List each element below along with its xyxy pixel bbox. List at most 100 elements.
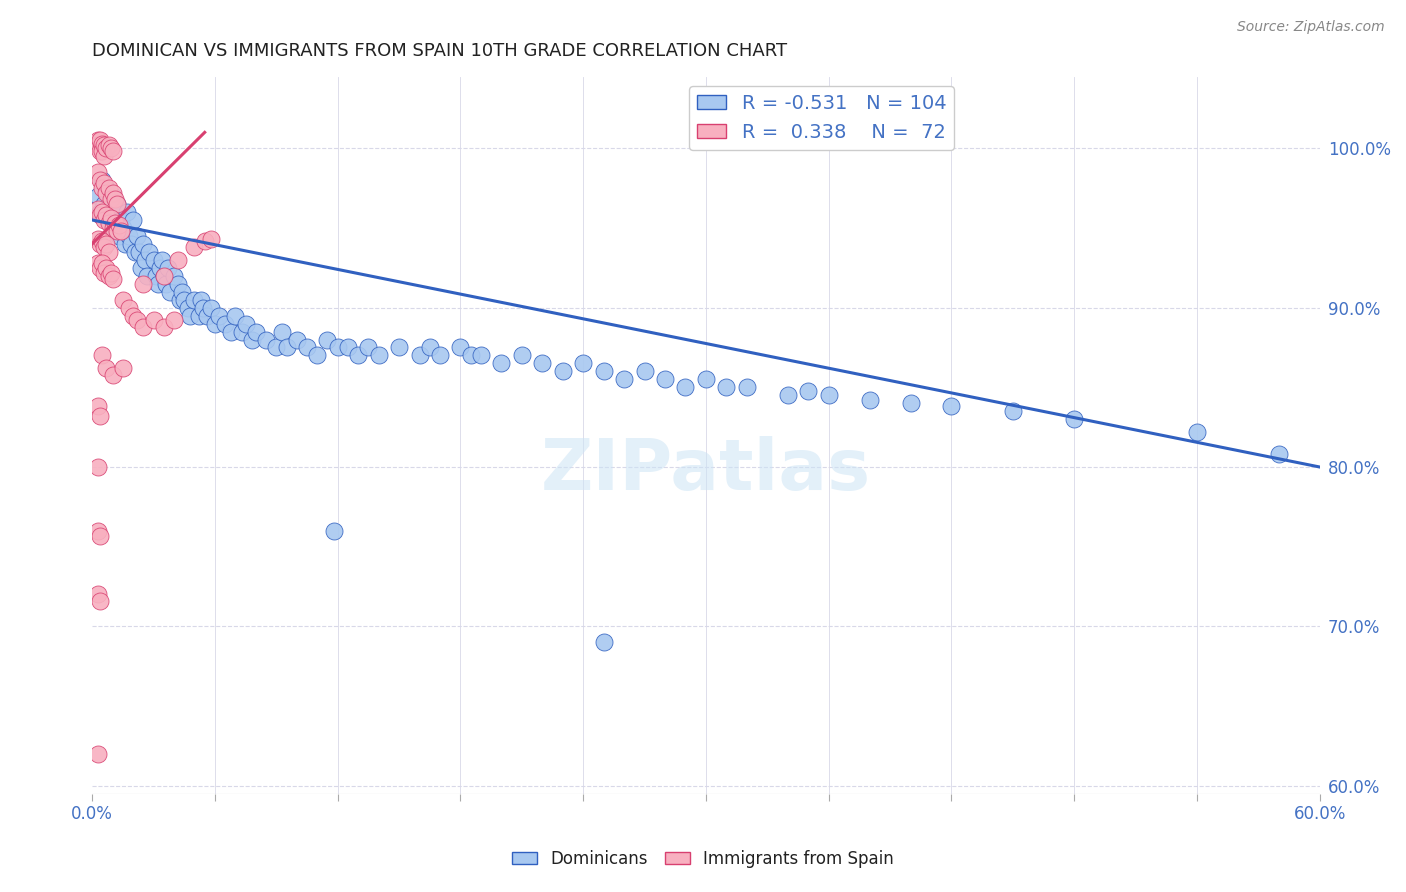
Point [592,364,614,378]
Point [91,136,114,151]
Point [93,213,115,227]
Point [107,218,129,232]
Point [152,268,174,283]
Point [104,192,127,206]
Point [551,364,574,378]
Point [91,145,114,159]
Point [307,348,329,362]
Point [124,244,146,259]
Point [169,293,191,307]
Point [797,384,820,398]
Point [336,341,359,355]
Point [87,138,110,153]
Point [87,460,110,475]
Point [633,364,655,378]
Point [200,301,222,315]
Point [776,388,799,402]
Point [235,317,257,331]
Point [101,145,124,159]
Point [138,244,160,259]
Point [87,524,110,538]
Point [208,309,231,323]
Point [408,348,430,362]
Point [194,234,217,248]
Point [122,309,145,323]
Point [900,396,922,410]
Point [132,277,155,291]
Point [89,260,111,275]
Point [221,325,243,339]
Point [177,301,200,315]
Point [152,268,174,283]
Point [89,173,111,187]
Point [1001,404,1024,418]
Point [179,309,201,323]
Point [592,635,614,649]
Point [146,277,169,291]
Point [118,301,141,315]
Point [1267,447,1289,461]
Point [142,313,165,327]
Point [89,409,111,423]
Point [695,372,717,386]
Point [87,587,110,601]
Point [240,333,263,347]
Point [149,260,172,275]
Point [322,524,344,538]
Point [104,216,127,230]
Point [200,232,222,246]
Point [245,325,267,339]
Point [1063,412,1085,426]
Point [142,252,165,267]
Point [735,380,758,394]
Point [326,341,349,355]
Point [316,333,339,347]
Point [231,325,253,339]
Point [96,236,118,251]
Point [87,189,110,203]
Text: Source: ZipAtlas.com: Source: ZipAtlas.com [1237,20,1385,34]
Point [97,138,120,153]
Point [89,145,111,159]
Point [122,213,145,227]
Point [97,216,120,230]
Point [97,244,120,259]
Point [97,213,120,227]
Point [460,348,482,362]
Point [254,333,277,347]
Point [96,181,118,195]
Point [87,165,110,179]
Point [285,333,308,347]
Point [572,356,595,370]
Point [470,348,492,362]
Point [716,380,738,394]
Point [163,268,186,283]
Point [100,205,122,219]
Point [91,181,114,195]
Text: ZIPatlas: ZIPatlas [541,436,870,506]
Point [347,348,370,362]
Point [173,293,195,307]
Point [111,293,134,307]
Point [89,205,111,219]
Point [127,313,149,327]
Point [156,260,179,275]
Point [118,229,141,244]
Point [367,348,389,362]
Point [276,341,298,355]
Point [93,266,115,280]
Point [510,348,533,362]
Point [295,341,318,355]
Point [111,361,134,376]
Point [97,181,120,195]
Point [100,211,122,226]
Point [105,197,128,211]
Point [100,192,122,206]
Point [93,138,115,153]
Point [224,309,246,323]
Point [152,319,174,334]
Point [941,400,963,414]
Point [97,268,120,283]
Point [150,252,173,267]
Point [145,268,167,283]
